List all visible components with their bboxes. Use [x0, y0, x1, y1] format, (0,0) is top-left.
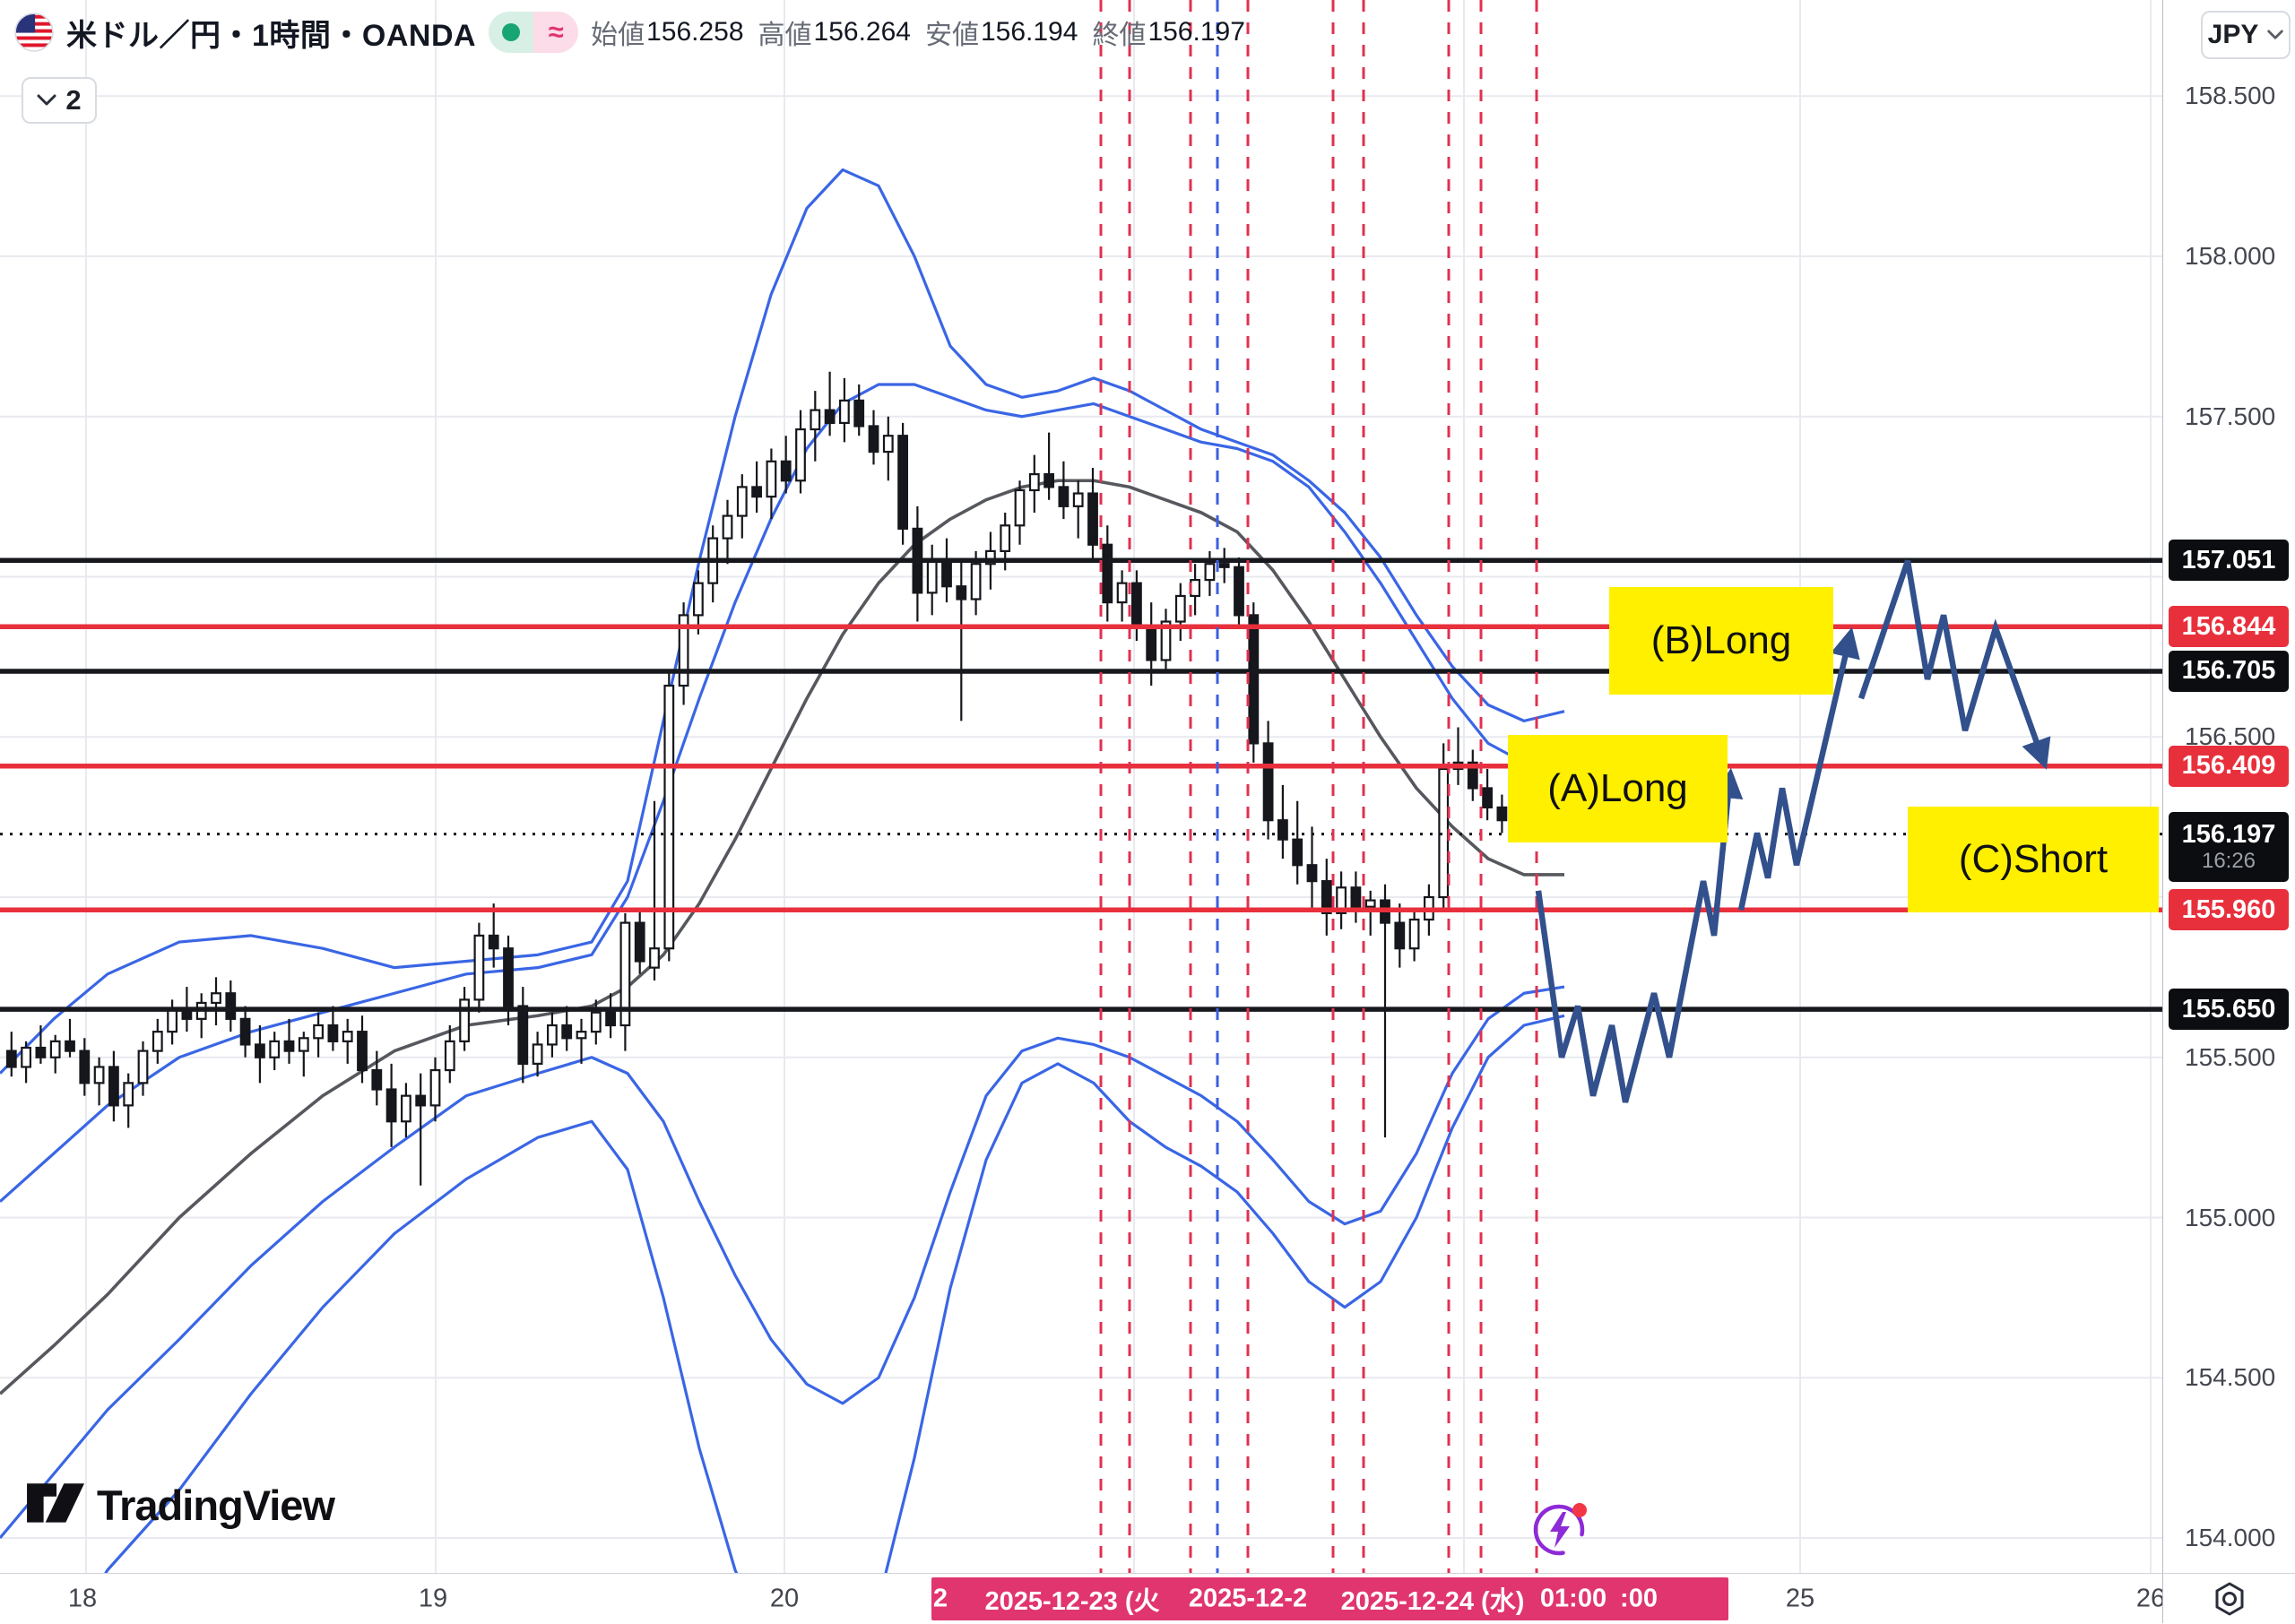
- close-value: 156.197: [1148, 17, 1245, 47]
- axis-corner: [2162, 1573, 2295, 1623]
- highlighted-date-label: :00: [1620, 1584, 1658, 1613]
- highlighted-date-label: 2: [932, 1584, 948, 1613]
- annotation-a-long-label[interactable]: (A)Long: [1508, 735, 1728, 842]
- projection-arrow-B-target[interactable]: [1737, 626, 1860, 911]
- open-label: 始値: [591, 21, 645, 50]
- time-axis[interactable]: 18 19 20 25 26 2 2025-12-23 (火 2025-12-2 2025-12…: [0, 1573, 2166, 1624]
- date-tick-label: 19: [418, 1584, 448, 1613]
- low-value: 156.194: [980, 17, 1078, 47]
- tradingview-logo[interactable]: TradingView: [25, 1481, 335, 1530]
- bollinger-lower-outer-band: [104, 1014, 1565, 1573]
- tradingview-mark-icon: [27, 1482, 84, 1523]
- currency-label: JPY: [2207, 20, 2259, 49]
- bollinger-upper-inner-band: [0, 383, 1565, 1203]
- price-tick-label: 155.000: [2185, 1203, 2276, 1231]
- us-flag-icon: [14, 13, 54, 52]
- level-price-axis-label: 156.705: [2169, 650, 2289, 692]
- annotation-b-text: (B)Long: [1650, 618, 1792, 662]
- date-tick-label: 18: [67, 1584, 98, 1613]
- indicators-collapse-button[interactable]: 2: [22, 77, 97, 124]
- candlestick-series: [5, 371, 1566, 1186]
- countdown-timer: 16:26: [2201, 849, 2256, 874]
- price-tick-label: 154.000: [2185, 1524, 2276, 1551]
- annotation-b-long-label[interactable]: (B)Long: [1609, 587, 1833, 695]
- highlighted-date-label: 2025-12-2: [1188, 1584, 1308, 1613]
- highlighted-date-label: 2025-12-24 (水): [1340, 1587, 1525, 1616]
- price-tick-label: 158.000: [2185, 242, 2276, 270]
- current-price-axis-label: 156.197 16:26: [2169, 811, 2289, 882]
- horizontal-price-levels[interactable]: [0, 557, 2162, 1012]
- price-chart-plot[interactable]: [0, 0, 2162, 1573]
- close-label: 終値: [1092, 21, 1147, 50]
- projection-arrow-C-target[interactable]: [1858, 559, 2051, 770]
- level-price-axis-label: 156.409: [2169, 745, 2289, 787]
- bollinger-lower-inner-band: [0, 985, 1565, 1540]
- chevron-down-icon: [37, 94, 56, 106]
- projection-zigzag-arrows[interactable]: [1535, 559, 2051, 1103]
- high-label: 高値: [758, 21, 812, 50]
- market-open-dot-icon: [489, 12, 534, 53]
- bollinger-upper-outer-band: [0, 168, 1565, 1075]
- high-value: 156.264: [813, 17, 911, 47]
- annotation-c-text: (C)Short: [1958, 837, 2109, 881]
- highlighted-date-label: 01:00: [1539, 1584, 1607, 1613]
- date-tick-label: 20: [769, 1584, 800, 1613]
- level-price-axis-label: 156.844: [2169, 606, 2289, 648]
- date-tick-label: 26: [2135, 1584, 2166, 1613]
- gridlines: [0, 0, 2162, 1573]
- projection-arrow-A-target[interactable]: [1535, 767, 1744, 1103]
- annotation-a-text: (A)Long: [1547, 766, 1688, 810]
- lightning-badge-icon[interactable]: [1529, 1499, 1590, 1559]
- level-price-axis-label: 155.960: [2169, 889, 2289, 931]
- indicators-count: 2: [65, 84, 82, 116]
- low-label: 安値: [924, 21, 979, 50]
- level-price-axis-label: 157.051: [2169, 540, 2289, 582]
- chevron-down-icon: [2267, 30, 2284, 39]
- symbol-title[interactable]: 米ドル／円・1時間・OANDA: [66, 18, 477, 53]
- chart-header: 米ドル／円・1時間・OANDA ≈ 始値 156.258 高値 156.264 安値…: [0, 0, 1245, 65]
- price-tick-label: 157.500: [2185, 402, 2276, 430]
- level-price-axis-label: 155.650: [2169, 989, 2289, 1031]
- bollinger-bands: [0, 168, 1565, 1573]
- settings-gear-icon[interactable]: [2209, 1578, 2250, 1620]
- delayed-data-icon: ≈: [533, 12, 579, 53]
- price-tick-label: 158.500: [2185, 82, 2276, 110]
- currency-selector-button[interactable]: JPY: [2201, 11, 2291, 59]
- annotation-c-short-label[interactable]: (C)Short: [1908, 807, 2159, 912]
- price-tick-label: 155.500: [2185, 1042, 2276, 1071]
- price-axis[interactable]: 158.500 158.000 157.500 156.500 155.500 155.0…: [2162, 0, 2295, 1573]
- market-status-pill[interactable]: ≈: [489, 12, 579, 53]
- open-value: 156.258: [646, 17, 744, 47]
- price-tick-label: 154.500: [2185, 1363, 2276, 1392]
- highlighted-date-label: 2025-12-23 (火: [984, 1587, 1160, 1616]
- selected-dates-highlight-band: 2 2025-12-23 (火 2025-12-2 2025-12-24 (水) 01:…: [931, 1577, 1728, 1620]
- tradingview-logo-text: TradingView: [97, 1481, 335, 1529]
- ohlc-readout: 始値 156.258 高値 156.264 安値 156.194 終値 156.197: [591, 13, 1245, 52]
- date-tick-label: 25: [1785, 1584, 1815, 1613]
